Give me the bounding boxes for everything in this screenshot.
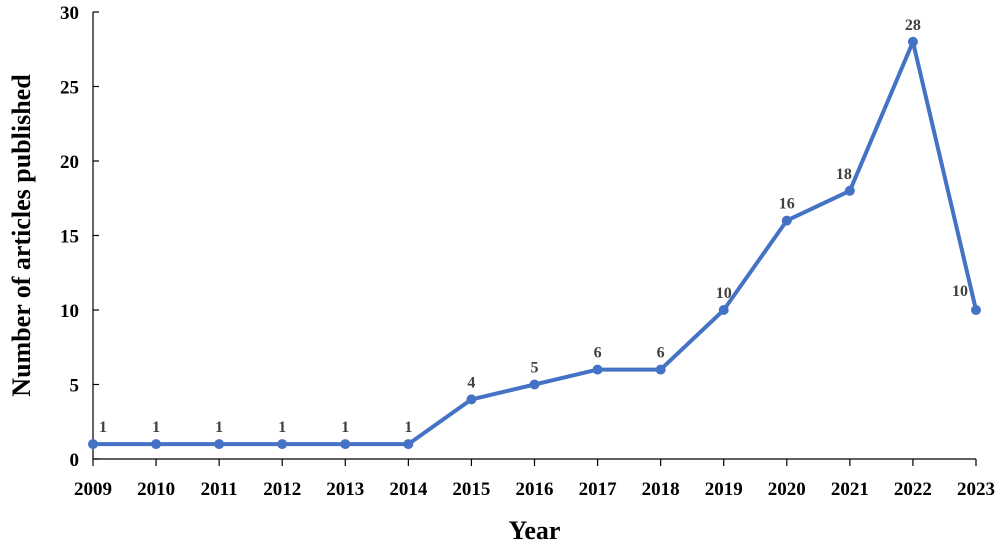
data-label-layer: 1 1 1 1 1 1 4 5 6 6 10 16 18 28 10 <box>99 17 968 436</box>
data-label: 28 <box>905 17 921 34</box>
data-point <box>214 439 225 450</box>
y-tick-label: 5 <box>70 376 80 397</box>
x-tick-group: 2009 2010 2011 2012 2013 2014 2015 2016 2017 2018… <box>74 459 995 500</box>
y-tick-label: 20 <box>60 152 79 173</box>
data-point <box>151 439 162 450</box>
x-tick-label: 2015 <box>452 479 490 500</box>
x-tick-label: 2018 <box>642 479 680 500</box>
data-point <box>340 439 351 450</box>
data-label: 6 <box>657 345 665 362</box>
x-tick-label: 2014 <box>389 479 428 500</box>
data-label: 1 <box>215 419 223 436</box>
data-point <box>655 364 666 375</box>
x-tick-label: 2012 <box>263 479 301 500</box>
series-layer <box>88 36 981 450</box>
data-point <box>88 439 98 450</box>
data-label: 1 <box>99 419 107 436</box>
x-tick-label: 2011 <box>201 479 238 500</box>
data-point <box>781 215 792 226</box>
data-point <box>592 364 603 375</box>
data-label: 10 <box>952 283 968 300</box>
x-tick-label: 2021 <box>831 479 869 500</box>
data-label: 1 <box>341 419 349 436</box>
x-axis-title: Year <box>509 516 561 545</box>
x-tick-label: 2010 <box>137 479 175 500</box>
y-tick-label: 15 <box>60 227 79 248</box>
data-point <box>844 185 855 196</box>
y-tick-label: 25 <box>60 78 79 99</box>
data-label: 1 <box>404 419 412 436</box>
data-point <box>718 305 729 315</box>
x-tick-label: 2009 <box>74 479 112 500</box>
y-tick-label: 0 <box>70 450 80 471</box>
data-label: 1 <box>278 419 286 436</box>
data-label: 4 <box>467 374 475 391</box>
x-tick-label: 2016 <box>516 479 554 500</box>
x-tick-label: 2022 <box>894 479 932 500</box>
x-tick-label: 2013 <box>326 479 364 500</box>
data-point <box>403 439 414 450</box>
data-point <box>907 36 918 47</box>
data-label: 16 <box>779 196 795 213</box>
data-point <box>529 379 540 390</box>
data-point <box>466 394 477 405</box>
x-tick-label: 2019 <box>705 479 743 500</box>
data-label: 5 <box>531 360 539 377</box>
x-tick-label: 2023 <box>957 479 995 500</box>
data-label: 6 <box>594 345 602 362</box>
y-tick-label: 10 <box>60 301 79 322</box>
data-label: 10 <box>716 285 732 302</box>
data-point <box>971 305 981 315</box>
y-axis-title: Number of articles published <box>7 74 36 397</box>
data-label: 1 <box>152 419 160 436</box>
y-tick-group: 0 5 10 15 20 25 30 <box>60 3 99 471</box>
x-tick-label: 2020 <box>768 479 806 500</box>
data-label: 18 <box>836 166 852 183</box>
data-point <box>277 439 288 450</box>
x-tick-label: 2017 <box>579 479 618 500</box>
y-tick-label: 30 <box>60 3 79 24</box>
